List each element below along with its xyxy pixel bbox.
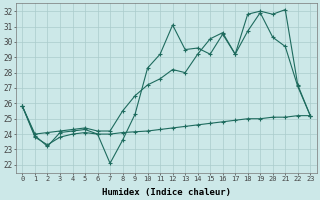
X-axis label: Humidex (Indice chaleur): Humidex (Indice chaleur) <box>102 188 231 197</box>
